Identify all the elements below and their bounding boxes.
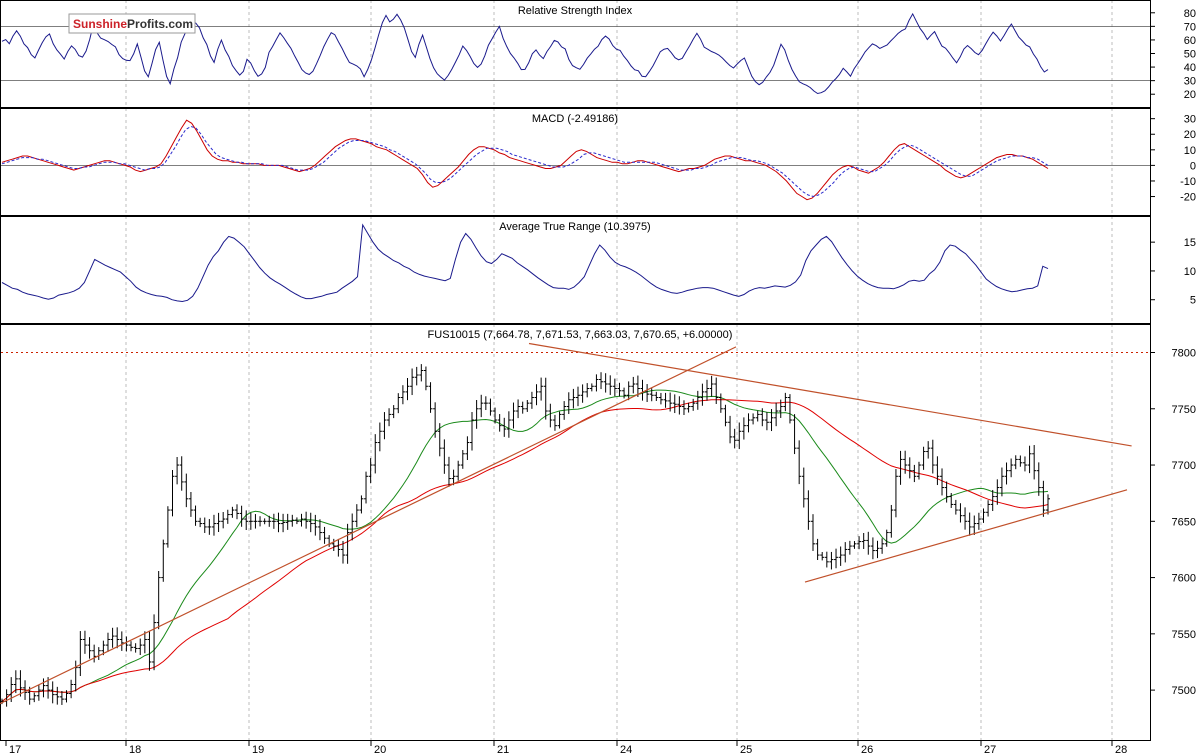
moving-average-line (1, 399, 1049, 702)
y-tick-label: 60 (1184, 35, 1196, 47)
y-tick-label: 15 (1184, 237, 1196, 249)
x-tick-label: 24 (620, 744, 632, 756)
y-tick-label: 40 (1184, 62, 1196, 74)
y-tick-label: 10 (1184, 145, 1196, 157)
indicator-series-line (1, 125, 1049, 198)
indicator-series-line (1, 223, 1049, 303)
y-tick-label: 7600 (1172, 573, 1196, 585)
moving-average-line (1, 389, 1049, 702)
y-tick-label: -20 (1180, 192, 1196, 204)
x-tick-label: 28 (1115, 744, 1127, 756)
x-tick-label: 25 (740, 744, 752, 756)
sunshine-profits-logo: SunshineProfits.com (68, 13, 196, 34)
y-tick-label: 7650 (1172, 516, 1196, 528)
y-tick-label: 70 (1184, 21, 1196, 33)
panel-border (0, 108, 1151, 216)
macd-panel: 30 20 10 0 -10 -20 MACD (-2.49186) (0, 108, 1196, 216)
y-tick-label: 50 (1184, 49, 1196, 61)
panel-title: MACD (-2.49186) (532, 113, 618, 125)
y-tick-label: 10 (1184, 266, 1196, 278)
y-tick-label: 20 (1184, 89, 1196, 101)
x-tick-label: 26 (861, 744, 873, 756)
x-tick-label: 20 (374, 744, 386, 756)
panel-title: FUS10015 (7,664.78, 7,671.53, 7,663.03, … (428, 329, 733, 341)
logo-brand-dark: Profits.com (127, 17, 193, 31)
x-axis: 17 18 19 20 21 24 25 26 27 28 (0, 740, 1150, 756)
x-tick-label: 27 (984, 744, 996, 756)
panel-title: Average True Range (10.3975) (499, 221, 650, 233)
y-tick-label: 0 (1190, 160, 1196, 172)
indicator-series-line (1, 119, 1049, 201)
y-tick-label: 20 (1184, 129, 1196, 141)
price-panel: 7800 7750 7700 7650 7600 7550 7500 FUS10015 (7,… (0, 324, 1196, 741)
x-tick-label: 17 (9, 744, 21, 756)
trend-line (804, 489, 1128, 583)
y-tick-label: 7750 (1172, 404, 1196, 416)
y-tick-label: -10 (1180, 176, 1196, 188)
y-tick-label: 80 (1184, 8, 1196, 20)
logo-brand-red: Sunshine (73, 17, 127, 31)
trend-line (528, 342, 1132, 447)
y-tick-label: 30 (1184, 114, 1196, 126)
y-tick-label: 7500 (1172, 685, 1196, 697)
svg-text:SunshineProfits.com: SunshineProfits.com (73, 17, 193, 31)
y-tick-label: 5 (1190, 295, 1196, 307)
atr-panel: 15 10 5 Average True Range (10.3975) (0, 216, 1196, 324)
indicator-series-line (1, 12, 1049, 95)
panel-title: Relative Strength Index (518, 5, 633, 17)
x-tick-label: 18 (129, 744, 141, 756)
y-tick-label: 7800 (1172, 348, 1196, 360)
y-tick-label: 30 (1184, 76, 1196, 88)
trend-line (0, 346, 737, 705)
y-tick-label: 7550 (1172, 629, 1196, 641)
panel-border (0, 216, 1151, 324)
y-tick-label: 7700 (1172, 460, 1196, 472)
x-tick-label: 21 (497, 744, 509, 756)
x-tick-label: 19 (252, 744, 264, 756)
